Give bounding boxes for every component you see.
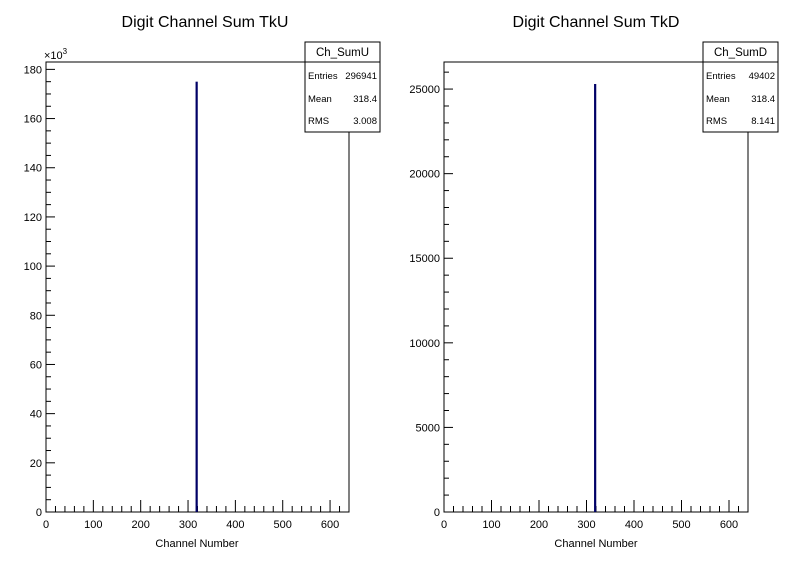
right-histogram-panel: Digit Channel Sum TkD 0 100 200 300 400 500 60… <box>409 14 779 550</box>
right-stats-mean-value: 318.4 <box>751 94 775 105</box>
left-stats-frame <box>304 41 381 133</box>
left-stats-entries-value: 296941 <box>345 71 377 82</box>
right-stats-entries-label: Entries <box>706 71 736 82</box>
left-y-tick-label: 140 <box>24 163 42 175</box>
right-stats-entries-value: 49402 <box>749 71 775 82</box>
right-y-tick-label: 15000 <box>409 253 440 265</box>
right-x-tick-label: 600 <box>720 519 738 531</box>
left-stats-mean-label: Mean <box>308 94 332 105</box>
left-stats-rms-value: 3.008 <box>353 116 377 127</box>
right-y-tick-label: 25000 <box>409 84 440 96</box>
right-y-tick-label: 0 <box>434 507 440 519</box>
left-stats-box: Ch_SumU Entries 296941 Mean 318.4 RMS 3.… <box>304 41 381 133</box>
left-y-multiplier: ×103 <box>44 47 68 62</box>
left-x-axis-label: Channel Number <box>155 538 238 550</box>
right-x-tick-label: 500 <box>672 519 690 531</box>
right-x-tick-label: 100 <box>482 519 500 531</box>
right-stats-rms-label: RMS <box>706 116 727 127</box>
left-x-tick-label: 600 <box>321 519 339 531</box>
right-stats-mean-label: Mean <box>706 94 730 105</box>
left-chart-title: Digit Channel Sum TkU <box>122 14 289 31</box>
left-y-tick-label: 40 <box>30 409 42 421</box>
right-y-tick-label: 20000 <box>409 169 440 181</box>
left-x-tick-label: 200 <box>132 519 150 531</box>
right-histogram-bar <box>594 83 597 512</box>
left-y-tick-label: 20 <box>30 458 42 470</box>
right-x-tick-label: 0 <box>441 519 447 531</box>
right-chart-title: Digit Channel Sum TkD <box>513 14 680 31</box>
left-stats-rms-label: RMS <box>308 116 329 127</box>
left-x-tick-label: 100 <box>84 519 102 531</box>
right-x-axis-label: Channel Number <box>554 538 637 550</box>
left-y-tick-label: 160 <box>24 114 42 126</box>
right-y-tick-label: 5000 <box>416 422 440 434</box>
right-x-tick-label: 400 <box>625 519 643 531</box>
right-histogram-marks: 0 100 200 300 400 500 600 0 5000 10000 15000 20000 2… <box>409 71 739 531</box>
left-x-tick-label: 400 <box>226 519 244 531</box>
left-histogram-bar <box>195 81 198 513</box>
left-histogram-marks: 0 100 200 300 400 500 600 0 20 40 60 80 100 120 140 160… <box>24 64 341 531</box>
left-y-tick-label: 100 <box>24 261 42 273</box>
left-y-tick-label: 0 <box>36 507 42 519</box>
left-stats-entries-label: Entries <box>308 71 338 82</box>
left-y-tick-label: 180 <box>24 64 42 76</box>
left-y-tick-label: 60 <box>30 359 42 371</box>
left-stats-mean-value: 318.4 <box>353 94 377 105</box>
left-histogram-panel: Digit Channel Sum TkU 0 100 200 300 400 500 60… <box>24 14 381 550</box>
left-stats-name: Ch_SumU <box>316 47 369 59</box>
left-x-tick-label: 500 <box>274 519 292 531</box>
right-stats-box: Ch_SumD Entries 49402 Mean 318.4 RMS 8.1… <box>702 41 779 133</box>
left-y-tick-label: 80 <box>30 310 42 322</box>
right-y-tick-label: 10000 <box>409 338 440 350</box>
left-x-tick-label: 0 <box>43 519 49 531</box>
left-x-tick-label: 300 <box>179 519 197 531</box>
right-x-tick-label: 200 <box>530 519 548 531</box>
right-x-tick-label: 300 <box>577 519 595 531</box>
left-y-tick-label: 120 <box>24 212 42 224</box>
right-stats-name: Ch_SumD <box>714 47 767 59</box>
right-stats-rms-value: 8.141 <box>751 116 775 127</box>
right-stats-frame <box>702 41 779 133</box>
